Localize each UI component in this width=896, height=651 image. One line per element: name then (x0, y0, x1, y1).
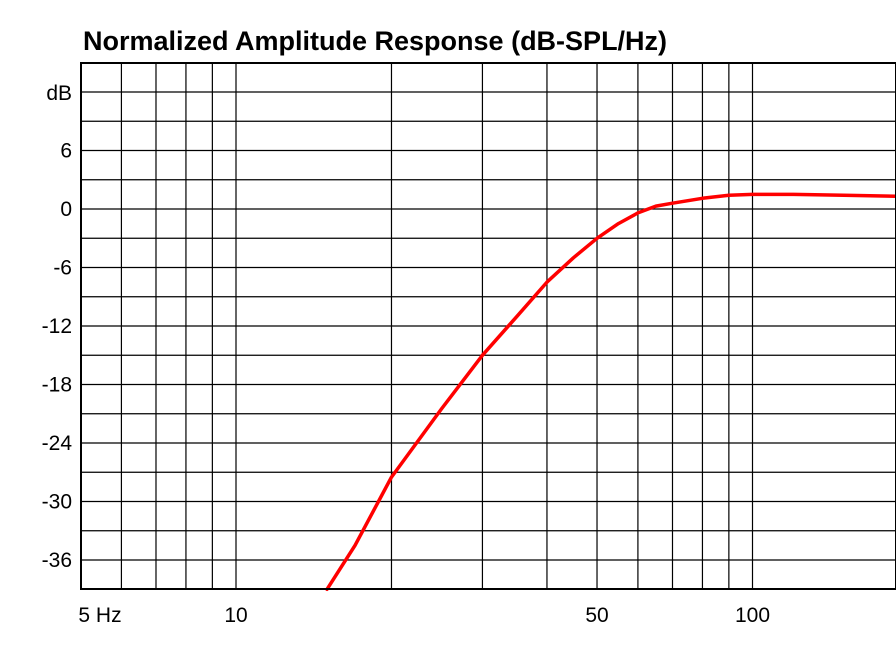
plot-frame (80, 62, 896, 590)
series-layer (325, 192, 896, 592)
y-tick-label-0: 6 (60, 140, 72, 163)
y-tick-label-7: -36 (42, 549, 72, 572)
y-unit-label: dB (46, 82, 72, 105)
y-tick-label-2: -6 (53, 257, 72, 280)
y-tick-labels: 6 0 -6 -12 -18 -24 -30 -36 (42, 140, 73, 573)
x-tick-label-2: 50 (585, 604, 608, 627)
y-tick-label-6: -30 (42, 491, 72, 514)
x-tick-labels: 5 Hz 10 50 100 (78, 604, 770, 627)
chart-title: Normalized Amplitude Response (dB-SPL/Hz… (83, 26, 667, 56)
y-tick-label-5: -24 (42, 432, 73, 455)
x-tick-label-1: 10 (224, 604, 247, 627)
y-tick-label-4: -18 (42, 374, 72, 397)
x-tick-label-0: 5 Hz (78, 604, 121, 627)
x-tick-label-3: 100 (735, 604, 770, 627)
series-line-0 (325, 192, 896, 592)
grid (81, 63, 896, 589)
y-tick-label-3: -12 (42, 315, 72, 338)
y-tick-label-1: 0 (60, 198, 72, 221)
